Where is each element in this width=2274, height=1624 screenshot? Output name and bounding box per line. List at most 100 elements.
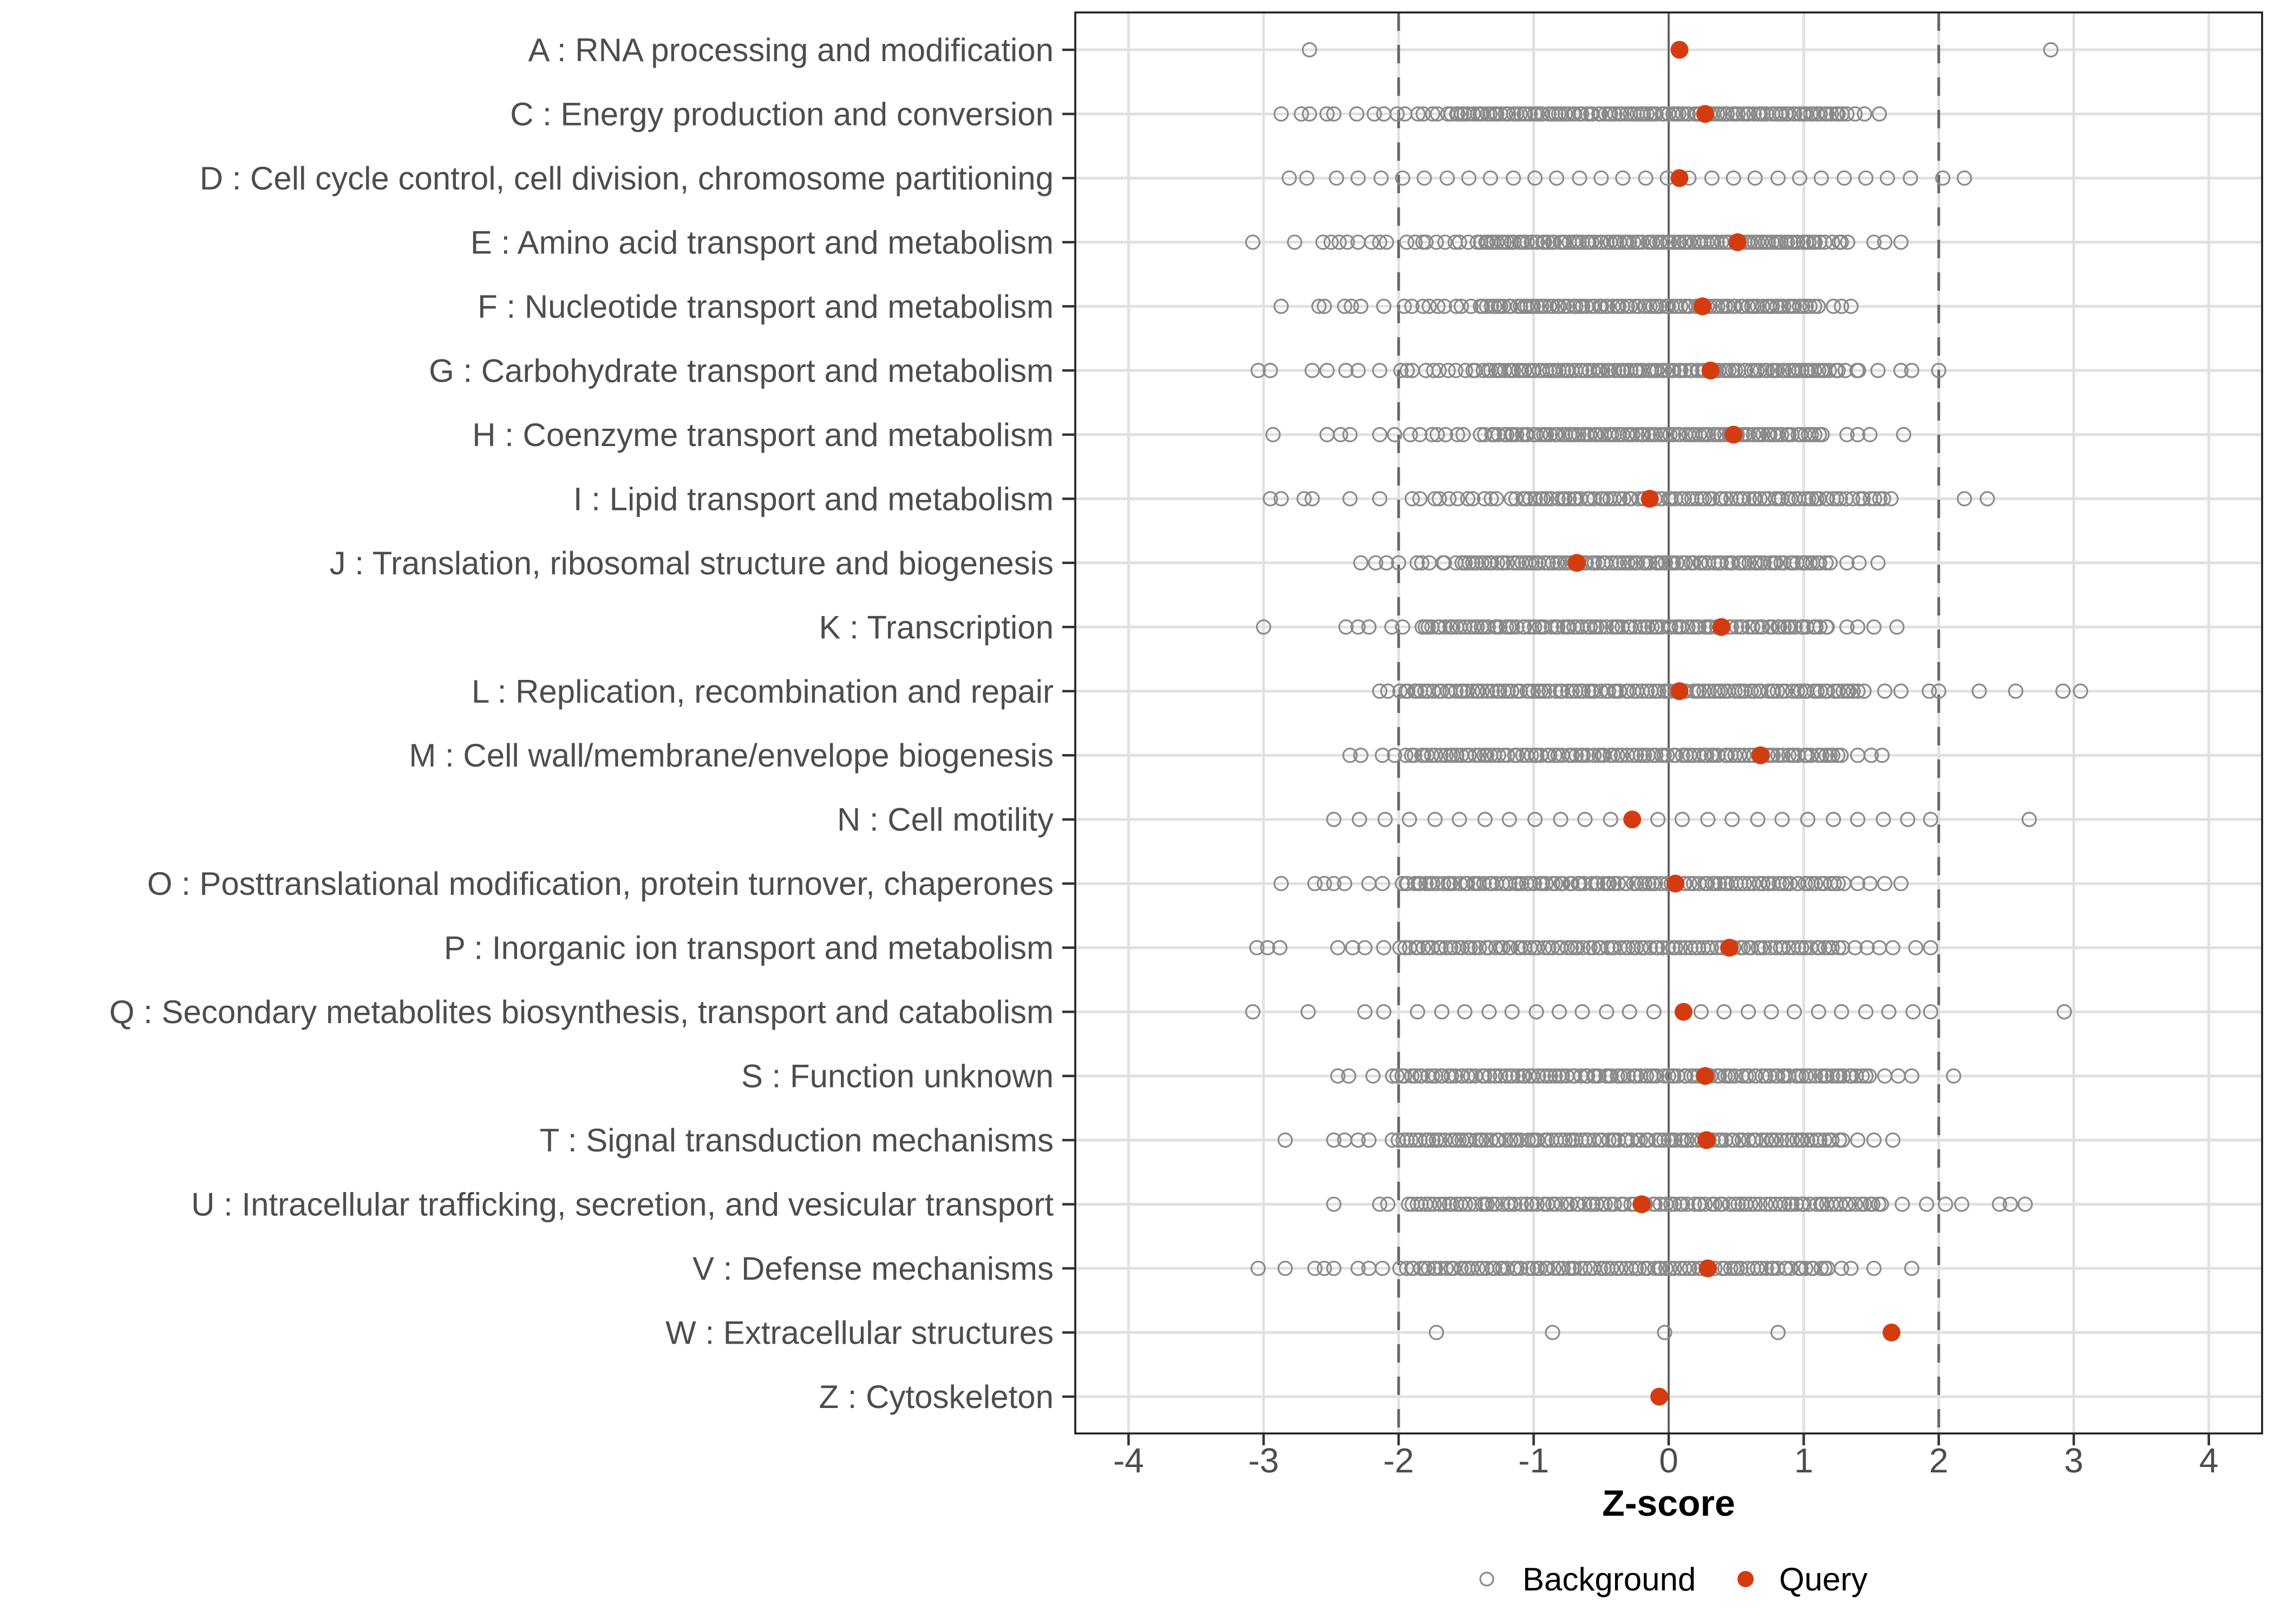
- background-point: [1832, 1068, 1848, 1084]
- background-point: [1465, 491, 1481, 507]
- background-point: [1353, 748, 1369, 763]
- background-point: [1452, 234, 1467, 250]
- background-point: [1866, 619, 1882, 635]
- background-point: [1541, 940, 1557, 955]
- background-point: [1460, 683, 1475, 699]
- category-label: S : Function unknown: [741, 1058, 1054, 1095]
- background-point: [1817, 234, 1833, 250]
- background-point: [1438, 748, 1454, 763]
- background-point: [1263, 491, 1278, 507]
- background-point: [1415, 298, 1431, 315]
- background-point: [2017, 1196, 2033, 1212]
- category-label: K : Transcription: [819, 609, 1054, 645]
- background-point: [1375, 1260, 1390, 1276]
- background-point: [1644, 619, 1660, 635]
- background-point: [1822, 555, 1838, 571]
- background-point: [1302, 42, 1317, 58]
- query-point: [1623, 810, 1642, 829]
- background-point: [1851, 555, 1867, 571]
- background-point: [1622, 1004, 1637, 1020]
- background-point: [1483, 1132, 1499, 1148]
- background-point: [1432, 491, 1447, 507]
- background-point: [1273, 876, 1289, 892]
- x-axis-tick-label: -1: [1518, 1441, 1549, 1480]
- background-point: [1603, 106, 1618, 122]
- query-point: [1670, 169, 1689, 187]
- background-point: [1586, 1132, 1602, 1148]
- background-point: [1756, 940, 1773, 955]
- background-point: [1545, 555, 1560, 571]
- background-point: [1629, 748, 1644, 763]
- background-point: [1870, 555, 1886, 571]
- background-point: [1931, 683, 1946, 699]
- background-point: [1769, 363, 1785, 378]
- background-point: [1856, 683, 1872, 699]
- background-point: [1443, 1132, 1459, 1148]
- background-point: [1726, 170, 1741, 186]
- background-point: [1442, 876, 1458, 892]
- background-point: [1425, 1132, 1441, 1148]
- category-label: J : Translation, ribosomal structure and…: [330, 545, 1054, 581]
- background-point: [1707, 1196, 1723, 1212]
- background-point: [1845, 683, 1861, 699]
- background-point: [1750, 619, 1766, 635]
- background-point: [1548, 683, 1564, 699]
- background-point: [1813, 1068, 1829, 1084]
- background-point: [1506, 555, 1521, 571]
- background-point: [1390, 1132, 1406, 1148]
- background-point: [1468, 555, 1485, 571]
- background-point: [1919, 1196, 1935, 1212]
- background-point: [1713, 555, 1729, 571]
- background-point: [1847, 940, 1863, 955]
- background-point: [1787, 106, 1802, 122]
- background-point: [1678, 1068, 1694, 1084]
- background-point: [1866, 1132, 1882, 1148]
- background-point: [1904, 1068, 1920, 1084]
- background-point: [1979, 491, 1995, 507]
- category-label: U : Intracellular trafficking, secretion…: [191, 1187, 1054, 1223]
- background-point: [1630, 555, 1645, 571]
- background-point: [1616, 491, 1632, 507]
- background-point: [1326, 1132, 1342, 1148]
- background-point: [1774, 427, 1789, 442]
- background-point: [1733, 1260, 1749, 1276]
- background-point: [1495, 555, 1511, 571]
- background-point: [1477, 811, 1493, 827]
- background-point: [1436, 1196, 1452, 1212]
- background-point: [1686, 555, 1702, 571]
- background-point: [1425, 876, 1441, 892]
- background-point: [1342, 427, 1358, 442]
- background-point: [1564, 683, 1580, 699]
- background-point: [1903, 170, 1918, 186]
- background-point: [1737, 363, 1754, 378]
- background-point: [1603, 1068, 1619, 1084]
- background-point: [1839, 619, 1855, 635]
- background-point: [1392, 683, 1408, 699]
- background-point: [1434, 1004, 1450, 1020]
- background-point: [1512, 106, 1528, 122]
- background-point: [1448, 683, 1464, 699]
- background-point: [1375, 876, 1390, 892]
- background-point: [1506, 363, 1521, 378]
- background-point: [1580, 748, 1596, 763]
- background-point: [1555, 876, 1571, 892]
- background-point: [1656, 363, 1672, 378]
- background-point: [1665, 427, 1682, 442]
- background-point: [1776, 619, 1792, 635]
- background-point: [1428, 234, 1444, 250]
- background-point: [1539, 491, 1554, 507]
- x-axis-tick-label: 4: [2199, 1441, 2219, 1480]
- background-point: [1826, 811, 1841, 827]
- background-point: [1481, 1004, 1497, 1020]
- background-point: [1755, 427, 1771, 442]
- background-point: [1811, 1004, 1826, 1020]
- background-point: [1548, 170, 1565, 186]
- background-point: [1414, 555, 1430, 571]
- background-point: [1395, 619, 1410, 635]
- background-point: [1607, 106, 1623, 122]
- background-point: [1468, 1132, 1484, 1148]
- background-point: [1691, 748, 1707, 763]
- category-label: Z : Cytoskeleton: [819, 1379, 1054, 1415]
- background-point: [1552, 555, 1568, 571]
- background-point: [1263, 363, 1278, 378]
